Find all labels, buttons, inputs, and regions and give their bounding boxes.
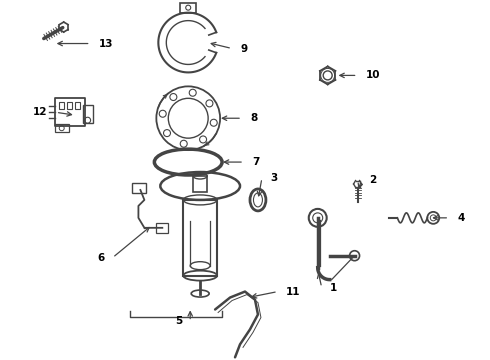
Text: 9: 9: [240, 44, 247, 54]
Text: 1: 1: [330, 283, 337, 293]
Bar: [67, 102, 72, 109]
Text: 8: 8: [250, 113, 257, 123]
Bar: [193, 176, 207, 192]
Bar: [180, 3, 196, 13]
Bar: [59, 102, 64, 109]
Bar: [55, 124, 69, 132]
Bar: [156, 223, 168, 233]
Text: 6: 6: [98, 253, 104, 263]
Bar: [83, 105, 93, 123]
Text: 11: 11: [286, 287, 300, 297]
Text: 5: 5: [175, 316, 182, 327]
Bar: [74, 102, 80, 109]
Text: 10: 10: [366, 71, 380, 80]
Bar: [132, 183, 147, 193]
Text: 7: 7: [252, 157, 259, 167]
Text: 3: 3: [270, 173, 277, 183]
Bar: [183, 200, 217, 276]
Text: 2: 2: [369, 175, 377, 185]
Text: 13: 13: [98, 39, 113, 49]
Text: 12: 12: [33, 107, 48, 117]
Text: 4: 4: [457, 213, 465, 223]
Bar: [55, 98, 85, 126]
